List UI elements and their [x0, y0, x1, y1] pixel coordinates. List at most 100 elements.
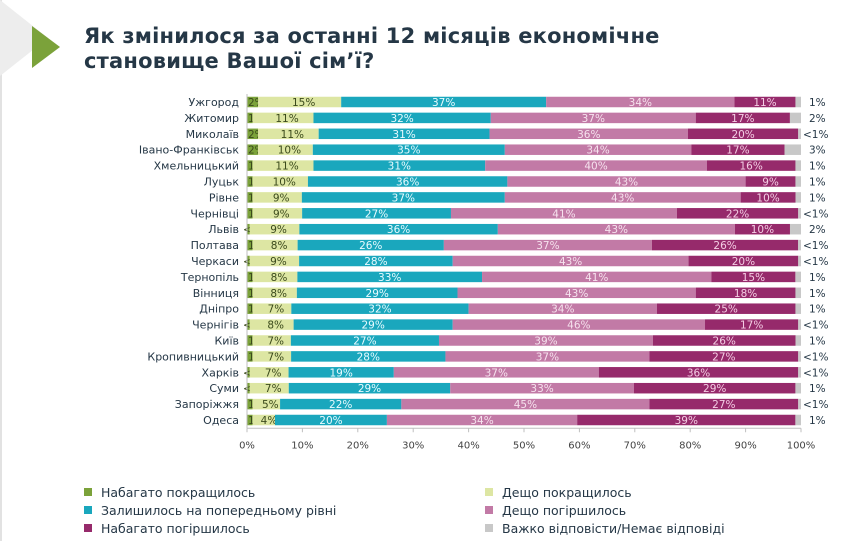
category-label: Луцьк — [204, 176, 240, 189]
segment-label: 1% — [809, 192, 826, 204]
bar-segment — [291, 303, 469, 314]
segment-label: 33% — [378, 272, 401, 284]
segment-label: 1% — [809, 177, 826, 189]
bar-segment — [651, 239, 799, 251]
bar-row: Івано-Франківськ 2% 10% 35% 34% 17% 3% — [139, 144, 826, 157]
segment-label: 37% — [392, 192, 415, 204]
x-tick-label: 0% — [239, 440, 255, 451]
bar-segment — [252, 239, 298, 251]
bar-row: Кропивницький1%7%28%37%27%<1% — [147, 350, 828, 363]
segment-label: 26% — [713, 336, 736, 348]
bar-row: Вінниця1%8%29%43%18%1% — [193, 287, 826, 300]
segment-label: 11% — [753, 97, 776, 109]
bar-row: Одеса1%4%20%34%39%1% — [203, 414, 826, 427]
legend-item: Набагато покращилось — [84, 483, 336, 501]
bar-segment — [598, 367, 799, 378]
bar-segment — [252, 160, 314, 171]
bar-row: Черкаси<1%9%28%43%20%<1% — [191, 255, 828, 268]
bar-segment — [452, 319, 706, 330]
legend-label: Важко відповісти/Немає відповіді — [502, 520, 725, 536]
segment-label: 1% — [809, 97, 826, 109]
legend-item: Набагато погіршилось — [84, 519, 336, 537]
legend-swatch — [84, 506, 92, 514]
bars-group: Ужгород 2% 15% 37% 34% 11% 1% Житомир 1% 11% 32% 37… — [139, 96, 829, 427]
bar-segment — [577, 414, 796, 426]
bar-segment — [450, 382, 634, 394]
category-label: Запоріжжя — [175, 398, 239, 411]
segment-label: 37% — [485, 367, 508, 379]
bar-segment — [247, 319, 250, 330]
chart-title: Як змінилося за останні 12 місяців еконо… — [84, 24, 784, 74]
bar-segment — [633, 382, 796, 394]
bar-segment — [318, 128, 490, 140]
bar-segment — [734, 96, 796, 108]
bar-segment — [691, 144, 785, 155]
segment-label: 29% — [361, 320, 384, 332]
bar-segment — [795, 335, 801, 346]
bar-row: Запоріжжя1%5%22%45%27%<1% — [175, 398, 829, 411]
bar-segment — [247, 271, 253, 283]
category-label: Рівне — [209, 191, 239, 204]
bar-segment — [795, 414, 801, 426]
bar-row: Чернігів<1%8%29%46%17%<1% — [192, 319, 828, 332]
bar-segment — [258, 96, 342, 108]
bar-segment — [795, 287, 801, 299]
segment-label: 10% — [278, 145, 301, 157]
category-label: Ужгород — [189, 96, 240, 109]
bar-segment — [798, 351, 801, 362]
segment-label: 34% — [470, 415, 493, 427]
category-label: Одеса — [203, 414, 239, 427]
segment-label: 37% — [432, 97, 455, 109]
segment-label: 15% — [742, 272, 765, 284]
segment-label: 43% — [559, 256, 582, 268]
bar-segment — [299, 255, 453, 267]
x-tick-label: 20% — [347, 440, 369, 451]
segment-label: 9% — [270, 256, 287, 268]
x-tick-label: 70% — [624, 440, 646, 451]
segment-label: <1% — [803, 129, 828, 141]
segment-label: 5% — [262, 399, 279, 411]
bar-segment — [274, 414, 387, 426]
bar-segment — [247, 160, 253, 171]
segment-label: 10% — [273, 177, 296, 189]
segment-label: 1% — [809, 288, 826, 300]
bar-segment — [252, 303, 292, 314]
bar-segment — [280, 398, 402, 410]
segment-label: 20% — [731, 129, 754, 141]
bar-row: Тернопіль1%8%33%41%15%1% — [180, 271, 826, 284]
segment-label: 20% — [319, 415, 342, 427]
bar-segment — [798, 398, 801, 410]
segment-label: 28% — [357, 351, 380, 363]
bar-segment — [247, 96, 259, 108]
segment-label: 37% — [536, 351, 559, 363]
bar-segment — [252, 414, 275, 426]
segment-label: 19% — [330, 367, 353, 379]
category-label: Житомир — [184, 112, 239, 125]
bar-segment — [258, 128, 319, 140]
bar-segment — [247, 367, 250, 378]
bar-segment — [252, 287, 297, 299]
category-label: Чернігів — [192, 319, 239, 332]
bar-segment — [247, 335, 253, 346]
bar-row: Ужгород 2% 15% 37% 34% 11% 1% — [189, 96, 826, 109]
legend-label: Дещо покращилось — [502, 484, 632, 500]
bar-segment — [740, 192, 796, 203]
bar-segment — [249, 255, 300, 267]
bar-segment — [789, 112, 801, 124]
bar-segment — [247, 223, 250, 235]
bar-segment — [795, 382, 801, 394]
bar-segment — [798, 208, 801, 219]
legend-swatch — [84, 524, 92, 532]
bar-segment — [504, 144, 692, 155]
x-tick-label: 30% — [402, 440, 424, 451]
bar-segment — [301, 192, 505, 203]
bar-row: Полтава1%8%26%37%26%<1% — [191, 239, 829, 252]
bar-segment — [401, 398, 650, 410]
bar-segment — [249, 319, 294, 330]
segment-label: <1% — [803, 208, 828, 220]
bar-row: Суми<1%7%29%33%29%1% — [209, 382, 825, 395]
segment-label: 3% — [809, 145, 826, 157]
bar-segment — [252, 112, 314, 124]
segment-label: 18% — [734, 288, 757, 300]
legend-swatch — [84, 488, 92, 496]
